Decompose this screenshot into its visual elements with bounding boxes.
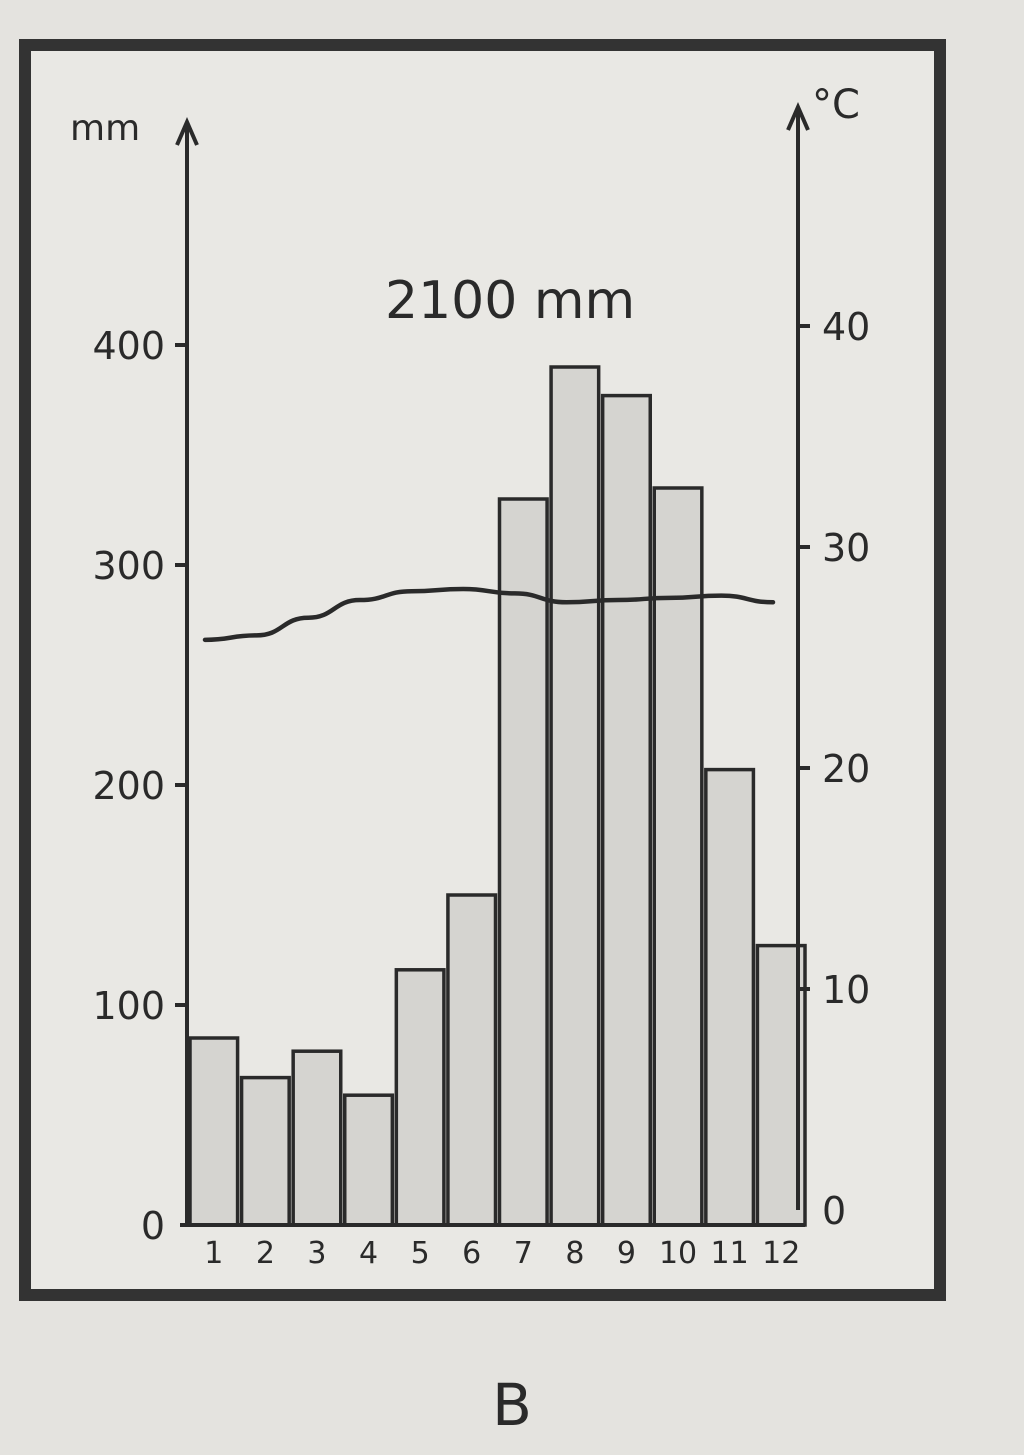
bar-month-9	[600, 393, 653, 1227]
left-axis-label: mm	[70, 108, 140, 149]
left-axis-ticks: 0 100 200 300 400	[92, 324, 187, 1248]
bars-layer	[188, 365, 807, 1227]
x-tick-label: 3	[307, 1236, 326, 1271]
x-tick-label: 2	[256, 1236, 275, 1271]
figure-caption: B	[492, 1371, 532, 1439]
temperature-line	[202, 586, 776, 643]
left-tick-label: 400	[92, 324, 165, 368]
right-axis-label: °C	[812, 82, 860, 128]
bar-month-7	[497, 497, 549, 1227]
right-tick-label: 40	[822, 305, 870, 349]
bar-month-8	[549, 365, 601, 1227]
bar-month-3	[291, 1049, 343, 1227]
x-tick-label: 11	[711, 1236, 749, 1271]
left-tick-label: 200	[92, 764, 165, 808]
left-tick-label: 100	[92, 984, 165, 1028]
x-tick-label: 8	[565, 1236, 584, 1271]
right-tick-label: 20	[822, 747, 870, 791]
bar-month-6	[446, 893, 498, 1227]
left-tick-label: 0	[141, 1204, 165, 1248]
right-tick-label: 30	[822, 526, 870, 570]
bar-month-5	[394, 968, 446, 1227]
x-tick-label: 9	[617, 1236, 636, 1271]
bar-month-1	[188, 1036, 240, 1227]
x-tick-label: 6	[462, 1236, 481, 1271]
chart-title: 2100 mm	[385, 271, 635, 331]
bar-month-4	[343, 1093, 395, 1227]
left-tick-label: 300	[92, 544, 165, 588]
right-tick-label: 0	[822, 1189, 846, 1233]
right-axis-arrow	[786, 101, 810, 131]
temperature-line-layer	[202, 586, 776, 643]
x-tick-label: 7	[514, 1236, 533, 1271]
x-axis-ticks: 1 2 3 4 5 6 7 8 9 10 11 12	[204, 1236, 800, 1271]
x-tick-label: 12	[762, 1236, 800, 1271]
bar-month-11	[704, 767, 756, 1227]
right-tick-label: 10	[822, 968, 870, 1012]
x-tick-label: 4	[359, 1236, 378, 1271]
x-tick-label: 1	[204, 1236, 223, 1271]
left-axis-arrow	[175, 116, 199, 146]
bar-month-2	[239, 1075, 291, 1227]
right-axis-ticks: 0 10 20 30 40	[798, 305, 870, 1233]
x-tick-label: 5	[411, 1236, 430, 1271]
x-tick-label: 10	[659, 1236, 697, 1271]
